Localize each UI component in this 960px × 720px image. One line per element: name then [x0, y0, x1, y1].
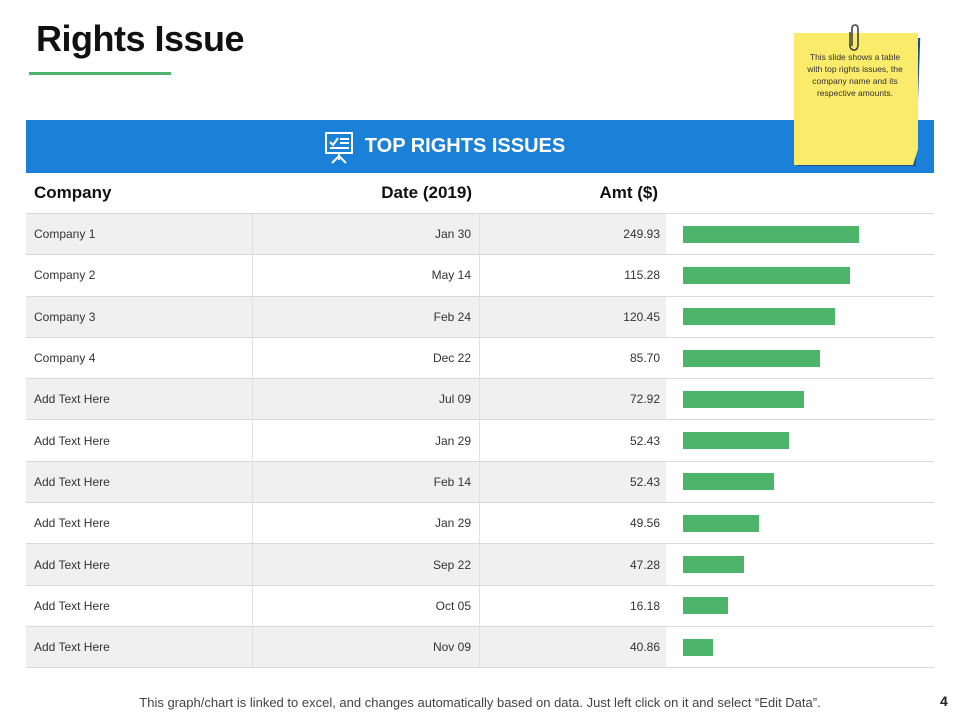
date-cell: Sep 22	[253, 544, 480, 585]
date-cell: Jan 29	[253, 420, 480, 461]
bar-cell	[666, 462, 934, 502]
amount-cell: 72.92	[480, 379, 666, 420]
sticky-note: This slide shows a table with top rights…	[792, 24, 922, 170]
amount-bar	[683, 473, 774, 491]
table-banner: TOP RIGHTS ISSUES	[26, 120, 934, 173]
amount-cell: 16.18	[629, 598, 660, 613]
amount-cell: 52.43	[480, 461, 666, 503]
date-cell: Dec 22	[253, 337, 480, 379]
table-row: Add Text Here Feb 14 52.43	[26, 461, 934, 504]
bar-cell	[666, 420, 934, 460]
amount-cell: 40.86	[480, 626, 666, 668]
bar-cell	[666, 297, 934, 337]
amount-bar	[683, 638, 713, 656]
date-cell: May 14	[253, 255, 480, 296]
company-cell: Company 4	[26, 337, 253, 379]
table-row: Company 4 Dec 22 85.70	[26, 337, 934, 380]
company-cell: Company 2	[26, 255, 253, 296]
amount-bar	[683, 266, 851, 284]
date-cell: Oct 05	[253, 585, 480, 626]
paperclip-icon	[849, 24, 859, 51]
table-row: Company 1 Jan 30 249.93	[26, 214, 934, 256]
amount-bar	[683, 597, 729, 615]
company-cell: Add Text Here	[26, 420, 253, 461]
bar-cell	[666, 214, 934, 254]
amount-cell: 249.93	[480, 214, 666, 255]
amount-bar	[683, 432, 789, 450]
amount-cell: 52.43	[629, 433, 660, 448]
table-row: Add Text Here Nov 09 40.86	[26, 626, 934, 669]
table-row: Add Text Here Oct 05 16.18	[26, 585, 934, 627]
date-cell: Nov 09	[253, 626, 480, 668]
company-cell: Add Text Here	[26, 585, 253, 626]
bar-cell	[666, 586, 934, 626]
amount-bar	[683, 514, 760, 532]
amount-bar	[683, 556, 745, 574]
date-cell: Jan 30	[253, 214, 480, 255]
amount-cell: 85.70	[629, 351, 660, 366]
amount-cell: 47.28	[480, 544, 666, 585]
rights-issues-table: Company Date (2019) Amt ($) Company 1 Jan…	[26, 173, 934, 669]
company-cell: Add Text Here	[26, 544, 253, 585]
amount-bar	[683, 349, 820, 367]
header-company: Company	[34, 183, 112, 202]
date-cell: Feb 24	[253, 296, 480, 337]
page-number: 4	[940, 693, 948, 709]
header-bar	[666, 173, 934, 213]
header-amount: Amt ($)	[599, 183, 658, 202]
table-header-row: Company Date (2019) Amt ($)	[26, 173, 934, 214]
amount-bar	[683, 308, 836, 326]
table-row: Add Text Here Jan 29 52.43	[26, 420, 934, 462]
amount-cell: 49.56	[629, 516, 660, 531]
page-title: Rights Issue	[36, 18, 245, 59]
company-cell: Add Text Here	[26, 461, 253, 503]
company-cell: Company 1	[26, 214, 253, 255]
date-cell: Jan 29	[253, 503, 480, 544]
date-cell: Jul 09	[253, 379, 480, 420]
bar-cell	[666, 627, 934, 667]
sticky-note-text: This slide shows a table with top rights…	[807, 52, 903, 98]
table-row: Add Text Here Jul 09 72.92	[26, 379, 934, 421]
amount-bar	[683, 390, 805, 408]
bar-cell	[666, 338, 934, 378]
company-cell: Add Text Here	[26, 379, 253, 420]
footer-note: This graph/chart is linked to excel, and…	[139, 695, 821, 710]
bar-cell	[666, 544, 934, 584]
banner-title: TOP RIGHTS ISSUES	[364, 135, 566, 157]
bar-cell	[666, 255, 934, 295]
bar-cell	[666, 503, 934, 543]
table-row: Company 2 May 14 115.28	[26, 255, 934, 297]
amount-bar	[683, 225, 859, 243]
table-row: Company 3 Feb 24 120.45	[26, 296, 934, 338]
company-cell: Add Text Here	[26, 626, 253, 668]
amount-cell: 120.45	[480, 296, 666, 337]
company-cell: Company 3	[26, 296, 253, 337]
company-cell: Add Text Here	[26, 503, 253, 544]
date-cell: Feb 14	[253, 461, 480, 503]
presentation-board-checklist-icon	[324, 131, 353, 164]
title-underline	[29, 72, 171, 75]
amount-cell: 115.28	[624, 268, 660, 283]
bar-cell	[666, 379, 934, 419]
sticky-note-paper	[794, 33, 918, 165]
table-row: Add Text Here Jan 29 49.56	[26, 503, 934, 545]
table-row: Add Text Here Sep 22 47.28	[26, 544, 934, 586]
header-date: Date (2019)	[381, 183, 472, 202]
